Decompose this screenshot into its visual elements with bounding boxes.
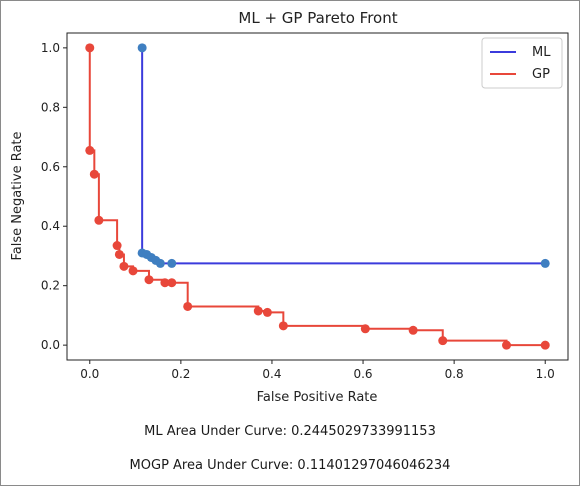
data-point-gp — [85, 145, 95, 155]
data-point-ml — [540, 258, 550, 268]
chart-title: ML + GP Pareto Front — [238, 9, 397, 27]
data-point-gp — [112, 241, 122, 251]
data-point-gp — [160, 278, 170, 288]
x-tick-label: 0.2 — [171, 367, 190, 381]
data-point-gp — [167, 278, 177, 288]
data-point-gp — [89, 169, 99, 179]
data-point-gp — [119, 261, 129, 271]
data-point-gp — [128, 266, 138, 276]
legend-label-gp: GP — [532, 67, 550, 82]
pareto-chart: ML + GP Pareto Front 0.0 0.2 0.4 0.6 0.8 1.0 0… — [10, 9, 569, 405]
data-point-gp — [540, 340, 550, 350]
data-point-gp — [278, 321, 288, 331]
mogp-auc-text: MOGP Area Under Curve: 0.114012970460462… — [129, 458, 451, 473]
legend-label-ml: ML — [532, 45, 551, 60]
x-tick-label: 0.8 — [445, 367, 464, 381]
series-line-gp — [88, 47, 546, 347]
data-point-gp — [85, 43, 95, 53]
x-tick-label: 0.4 — [262, 367, 281, 381]
data-point-gp — [183, 301, 193, 311]
y-axis-label: False Negative Rate — [10, 131, 25, 260]
data-point-ml — [167, 258, 177, 268]
data-point-gp — [502, 340, 512, 350]
x-tick-label: 0.6 — [353, 367, 372, 381]
data-point-ml — [155, 258, 165, 268]
ml-auc-text: ML Area Under Curve: 0.2445029733991153 — [144, 424, 436, 439]
x-tick-label: 1.0 — [536, 367, 555, 381]
data-point-gp — [262, 307, 272, 317]
x-tick-label: 0.0 — [80, 367, 99, 381]
data-point-gp — [408, 325, 418, 335]
data-point-gp — [144, 275, 154, 285]
y-tick-label: 0.2 — [41, 279, 60, 293]
y-tick-label: 1.0 — [41, 41, 60, 55]
y-tick-label: 0.8 — [41, 100, 60, 114]
data-point-gp — [114, 249, 124, 259]
data-point-gp — [253, 306, 263, 316]
y-tick-label: 0.6 — [41, 160, 60, 174]
data-point-gp — [360, 324, 370, 334]
y-tick-label: 0.0 — [41, 338, 60, 352]
y-tick-label: 0.4 — [41, 219, 60, 233]
data-point-gp — [438, 336, 448, 346]
x-axis-label: False Positive Rate — [257, 390, 378, 405]
plot-frame — [66, 32, 569, 361]
data-point-gp — [94, 215, 104, 225]
data-point-ml — [137, 43, 147, 53]
legend: ML GP — [481, 37, 563, 89]
legend-box — [481, 37, 563, 89]
